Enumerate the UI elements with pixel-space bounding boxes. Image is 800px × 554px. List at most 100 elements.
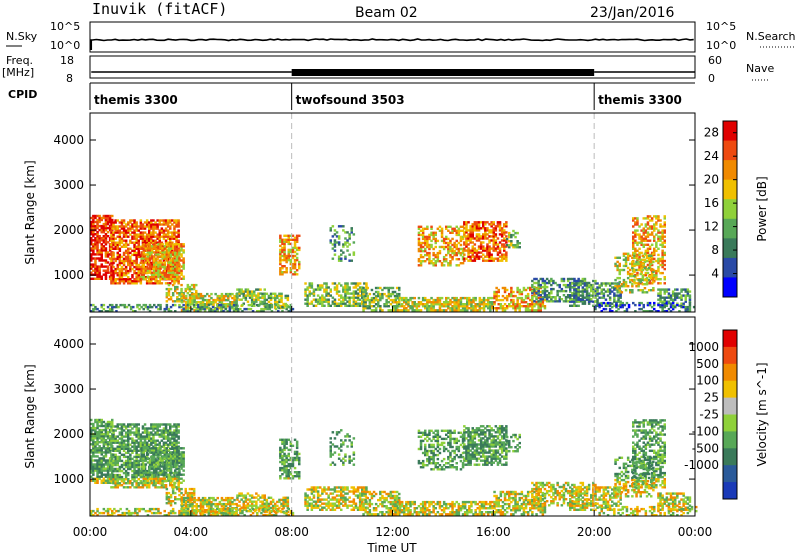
range-cell [417,258,421,261]
range-cell [137,433,140,436]
range-cell [192,285,196,289]
range-cell [106,269,110,272]
range-cell [346,241,349,244]
range-cell [478,309,482,312]
range-cell [253,292,256,295]
range-cell [232,307,236,311]
range-cell [449,231,452,234]
range-cell [482,309,486,312]
range-cell [214,301,217,304]
range-cell [129,443,132,446]
range-cell [620,291,624,294]
range-cell [657,219,660,222]
range-cell [180,292,184,296]
range-cell [127,437,130,440]
range-cell [636,233,639,236]
range-cell [659,290,662,293]
range-cell [692,305,696,309]
range-cell [522,286,526,290]
range-cell [169,249,172,252]
range-cell [503,290,507,294]
range-cell [137,423,140,426]
range-cell [201,298,205,302]
range-cell [621,301,624,305]
range-cell [110,447,113,450]
range-cell [176,243,179,246]
range-cell [137,478,140,481]
range-cell [449,309,452,312]
range-cell [139,235,143,238]
range-cell [163,257,166,260]
range-cell [438,249,442,253]
range-cell [208,294,211,298]
range-cell [604,298,608,301]
range-cell [585,294,589,297]
range-cell [141,223,145,226]
range-cell [193,298,196,302]
range-cell [253,294,256,297]
range-cell [174,259,177,262]
range-cell [403,305,406,308]
range-cell [335,302,339,305]
range-cell [104,259,108,262]
range-cell [160,253,164,257]
range-cell [650,243,654,246]
range-cell [337,225,341,228]
range-cell [185,294,188,298]
range-cell [606,282,610,285]
range-cell [90,471,93,474]
range-cell [417,237,421,241]
range-cell [646,217,650,220]
range-cell [432,264,435,267]
range-cell [426,258,429,261]
range-cell [287,248,290,252]
range-cell [220,305,223,309]
range-cell [594,279,597,283]
range-cell [569,294,572,297]
range-cell [631,264,634,268]
range-cell [366,307,369,310]
range-cell [484,298,488,302]
range-cell [289,262,293,266]
range-cell [171,245,175,248]
range-cell [94,428,97,432]
range-cell [316,300,320,303]
range-cell [676,292,679,295]
range-cell [96,267,99,270]
range-cell [398,301,401,304]
range-cell [208,298,211,302]
range-cell [143,249,147,252]
range-cell [112,463,115,467]
range-cell [626,252,630,255]
range-cell [688,303,692,307]
range-cell [634,235,637,238]
range-cell [633,262,636,266]
range-cell [157,265,160,268]
range-cell [137,437,140,440]
range-cell [283,248,286,252]
range-cell [122,278,126,281]
range-cell [484,305,488,308]
range-cell [114,482,117,485]
range-cell [539,307,542,310]
range-cell [268,307,272,311]
range-cell [108,216,112,220]
range-cell [493,292,496,296]
range-cell [434,253,437,257]
range-cell [674,305,677,309]
range-cell [228,305,232,309]
range-cell [471,241,474,244]
range-cell [129,465,132,469]
range-cell [453,251,456,255]
range-cell [516,290,519,294]
range-cell [421,235,425,239]
range-cell [622,268,626,272]
range-cell [655,241,658,244]
range-cell [638,255,641,259]
range-cell [676,294,679,297]
range-cell [449,301,452,304]
range-cell [169,245,173,248]
range-cell [634,229,637,232]
range-cell [442,301,446,304]
range-cell [545,296,549,299]
